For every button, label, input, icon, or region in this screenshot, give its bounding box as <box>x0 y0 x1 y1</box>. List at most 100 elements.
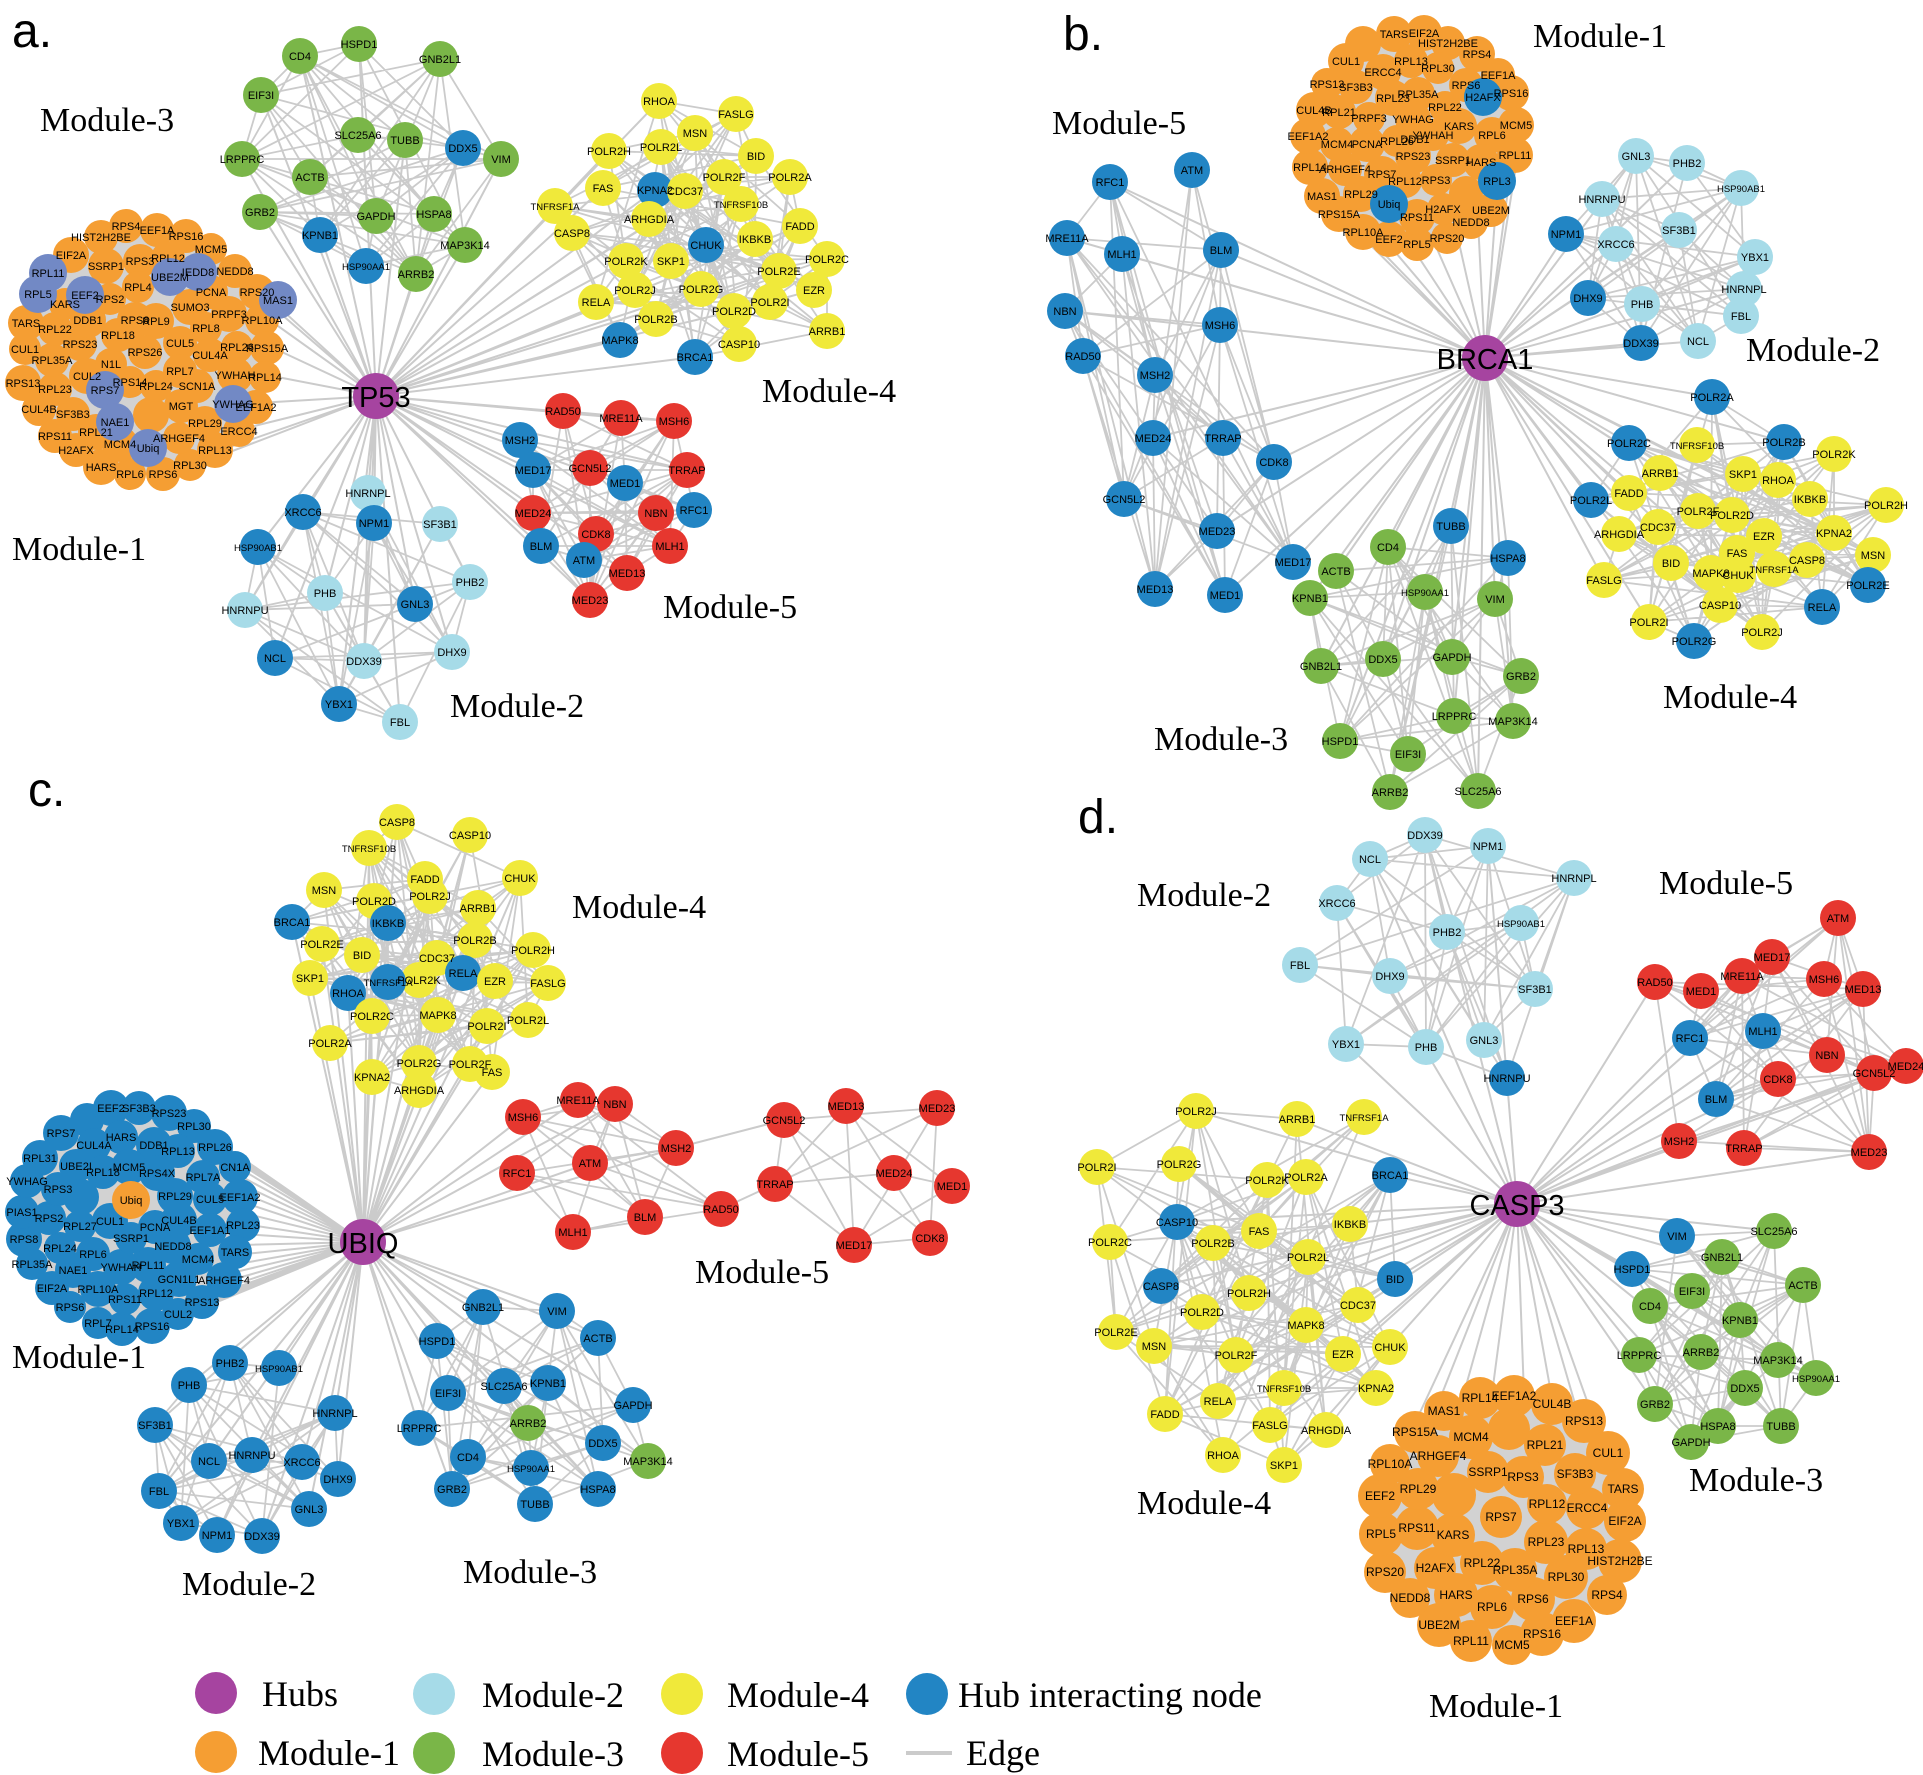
svg-text:RPS16: RPS16 <box>135 1321 170 1333</box>
svg-text:TRRAP: TRRAP <box>1204 433 1241 445</box>
svg-text:UBE2M: UBE2M <box>1472 205 1510 217</box>
svg-text:RPL30: RPL30 <box>1421 63 1455 75</box>
svg-text:HNRNPU: HNRNPU <box>1483 1073 1530 1085</box>
svg-text:PRPF3: PRPF3 <box>1351 113 1386 125</box>
svg-text:POLR2L: POLR2L <box>1570 495 1612 507</box>
svg-text:GCN5L2: GCN5L2 <box>763 1115 806 1127</box>
svg-text:GCN1L1: GCN1L1 <box>158 1274 201 1286</box>
svg-text:HNRNPU: HNRNPU <box>1578 194 1625 206</box>
svg-text:RPL6: RPL6 <box>1477 1600 1507 1614</box>
svg-text:HSPA8: HSPA8 <box>580 1484 615 1496</box>
svg-text:RAD50: RAD50 <box>545 406 580 418</box>
svg-text:BRCA1: BRCA1 <box>677 352 714 364</box>
svg-text:RPL3: RPL3 <box>1483 176 1511 188</box>
svg-text:MCM4: MCM4 <box>1321 139 1353 151</box>
svg-text:NBN: NBN <box>644 508 667 520</box>
svg-text:FASLG: FASLG <box>718 109 753 121</box>
svg-text:YWHAH: YWHAH <box>215 370 256 382</box>
svg-text:POLR2D: POLR2D <box>1180 1307 1224 1319</box>
svg-text:HSP90AB1: HSP90AB1 <box>1497 919 1545 930</box>
svg-text:UBIQ: UBIQ <box>328 1228 399 1260</box>
svg-text:PHB2: PHB2 <box>456 577 485 589</box>
svg-text:RPL21: RPL21 <box>1527 1438 1564 1452</box>
svg-text:POLR2L: POLR2L <box>1287 1252 1329 1264</box>
svg-text:MED1: MED1 <box>610 478 641 490</box>
svg-text:MAP3K14: MAP3K14 <box>1753 1355 1803 1367</box>
svg-text:EEF2: EEF2 <box>1375 234 1403 246</box>
svg-text:NEDD8: NEDD8 <box>1390 1591 1431 1605</box>
svg-text:ARHGDIA: ARHGDIA <box>624 214 675 226</box>
svg-text:NCL: NCL <box>264 653 286 665</box>
svg-text:MED1: MED1 <box>1686 986 1717 998</box>
svg-text:Ubiq: Ubiq <box>120 1195 143 1207</box>
svg-text:CHUK: CHUK <box>504 873 536 885</box>
svg-text:RPS4: RPS4 <box>1463 49 1492 61</box>
svg-text:MSH6: MSH6 <box>1809 974 1840 986</box>
svg-text:PHB2: PHB2 <box>1673 158 1702 170</box>
svg-text:TNFRSF1A: TNFRSF1A <box>530 202 580 213</box>
svg-text:IKBKB: IKBKB <box>372 918 404 930</box>
svg-text:CASP8: CASP8 <box>1789 555 1825 567</box>
svg-text:GNB2L1: GNB2L1 <box>419 54 461 66</box>
svg-text:EIF2A: EIF2A <box>1409 28 1440 40</box>
svg-text:POLR2B: POLR2B <box>1762 437 1805 449</box>
svg-text:CD4: CD4 <box>1377 542 1399 554</box>
svg-text:Module-5: Module-5 <box>1052 105 1186 142</box>
svg-text:EEF1A: EEF1A <box>1481 70 1517 82</box>
svg-text:NEDD8: NEDD8 <box>154 1241 191 1253</box>
svg-text:YBX1: YBX1 <box>1332 1039 1360 1051</box>
svg-text:HSPA8: HSPA8 <box>1700 1421 1735 1433</box>
svg-text:CHUK: CHUK <box>1374 1342 1406 1354</box>
svg-text:NBN: NBN <box>1053 306 1076 318</box>
svg-text:YWHAG: YWHAG <box>212 399 254 411</box>
svg-text:IKBKB: IKBKB <box>1794 494 1826 506</box>
svg-text:HSPD1: HSPD1 <box>1614 1264 1651 1276</box>
svg-text:EEF1A2: EEF1A2 <box>1288 131 1329 143</box>
svg-text:RPL7: RPL7 <box>166 366 194 378</box>
svg-text:MED23: MED23 <box>572 595 609 607</box>
svg-text:SF3B3: SF3B3 <box>122 1103 156 1115</box>
svg-text:Module-1: Module-1 <box>12 1339 146 1376</box>
svg-text:RPS3: RPS3 <box>126 256 155 268</box>
svg-text:MAP3K14: MAP3K14 <box>1488 716 1538 728</box>
svg-text:POLR2B: POLR2B <box>1191 1238 1234 1250</box>
svg-text:HARS: HARS <box>86 462 117 474</box>
svg-text:RPL24: RPL24 <box>43 1243 77 1255</box>
svg-text:PCNA: PCNA <box>140 1222 171 1234</box>
svg-text:RPL14: RPL14 <box>1462 1391 1499 1405</box>
svg-text:MLH1: MLH1 <box>655 541 684 553</box>
svg-text:RHOA: RHOA <box>643 96 675 108</box>
svg-text:MCM5: MCM5 <box>113 1162 145 1174</box>
svg-text:MCM4: MCM4 <box>182 1254 214 1266</box>
svg-text:HSP90AB1: HSP90AB1 <box>255 1364 303 1375</box>
svg-text:YWHAH: YWHAH <box>1413 130 1454 142</box>
svg-text:MSN: MSN <box>1861 550 1886 562</box>
svg-text:POLR2K: POLR2K <box>1245 1175 1289 1187</box>
svg-text:MAPK8: MAPK8 <box>601 335 638 347</box>
svg-text:ARHGEF4: ARHGEF4 <box>153 433 205 445</box>
svg-text:HSP90AA1: HSP90AA1 <box>507 1464 555 1475</box>
svg-text:POLR2K: POLR2K <box>397 975 441 987</box>
svg-text:d.: d. <box>1078 791 1118 844</box>
svg-text:PRPF3: PRPF3 <box>211 309 246 321</box>
svg-text:GCN5L2: GCN5L2 <box>569 463 612 475</box>
svg-text:ARRB2: ARRB2 <box>510 1418 547 1430</box>
svg-text:N1L: N1L <box>101 359 121 371</box>
svg-text:RPL5: RPL5 <box>1403 239 1431 251</box>
svg-text:NAE1: NAE1 <box>101 417 130 429</box>
svg-text:DHX9: DHX9 <box>323 1474 352 1486</box>
svg-text:RPS23: RPS23 <box>1396 151 1431 163</box>
svg-text:HSPD1: HSPD1 <box>341 39 378 51</box>
svg-text:Module-2: Module-2 <box>1746 332 1880 369</box>
svg-text:KARS: KARS <box>1444 121 1474 133</box>
svg-text:RFC1: RFC1 <box>680 505 709 517</box>
svg-text:MSH2: MSH2 <box>505 435 536 447</box>
svg-text:RPL23: RPL23 <box>1376 93 1410 105</box>
svg-text:RPL30: RPL30 <box>1548 1570 1585 1584</box>
svg-text:HSP90AA1: HSP90AA1 <box>342 262 390 273</box>
svg-text:RPL23: RPL23 <box>38 384 72 396</box>
svg-text:Ubiq: Ubiq <box>137 443 160 455</box>
svg-text:FADD: FADD <box>1150 1409 1179 1421</box>
svg-text:MAPK8: MAPK8 <box>1692 568 1729 580</box>
svg-text:EIF3I: EIF3I <box>1679 1286 1705 1298</box>
